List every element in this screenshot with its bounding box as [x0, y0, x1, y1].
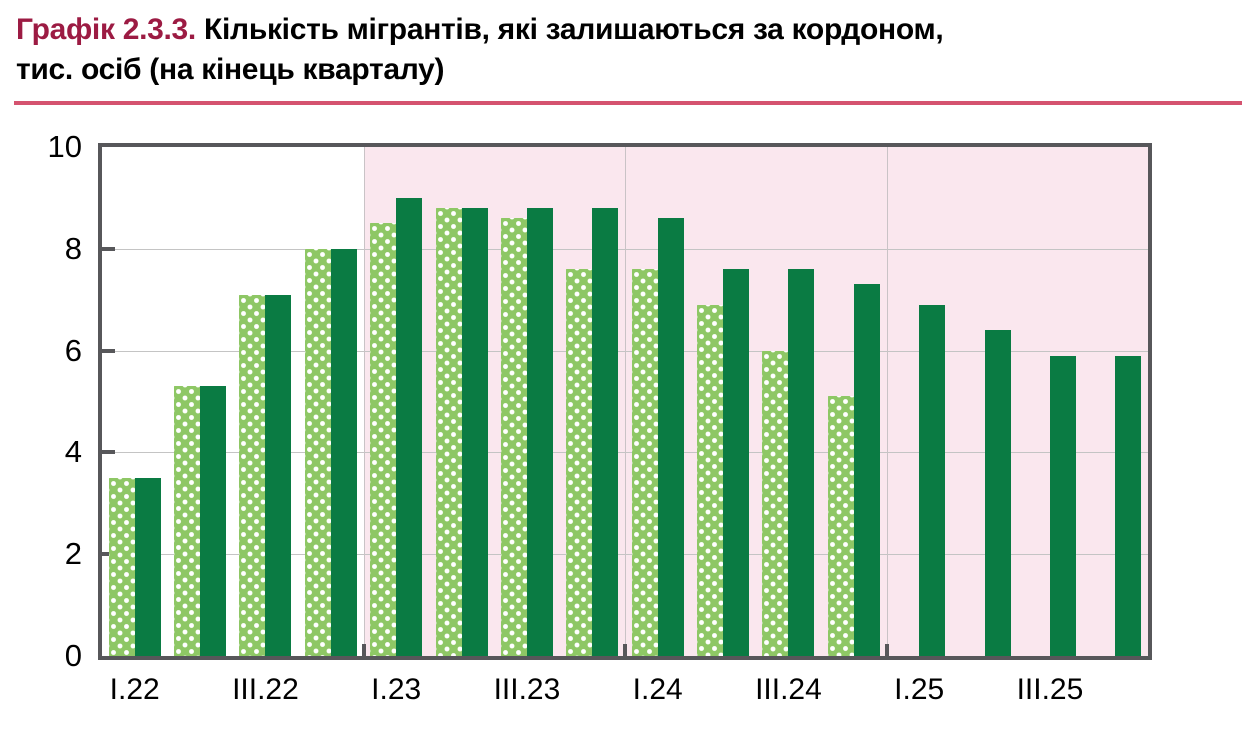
- x-tickmark-I.24: [623, 644, 627, 656]
- bar-solid-II.24: [723, 269, 750, 656]
- v-gridline-I.24: [625, 147, 626, 656]
- bar-solid-III.24: [788, 269, 815, 656]
- bar-dotted-II.23: [435, 208, 462, 656]
- y-tick-label-4: 4: [64, 434, 82, 470]
- y-tickmark-2: [102, 552, 115, 557]
- bar-solid-III.23: [526, 208, 553, 656]
- bar-dotted-III.22: [239, 294, 266, 656]
- y-tickmark-8: [102, 246, 115, 251]
- bar-solid-III.22: [265, 294, 292, 656]
- bar-dotted-I.24: [631, 269, 658, 656]
- x-tickmark-I.23: [361, 644, 366, 656]
- bar-dotted-III.23: [500, 218, 527, 656]
- bar-dotted-IV.24: [827, 396, 854, 656]
- y-tickmark-6: [102, 348, 115, 353]
- v-gridline-I.25: [886, 147, 888, 656]
- bar-dotted-II.22: [174, 386, 201, 656]
- bar-solid-I.23: [396, 197, 423, 656]
- y-tick-label-6: 6: [64, 332, 82, 368]
- bar-solid-II.22: [200, 386, 227, 656]
- bar-dotted-III.24: [762, 350, 789, 656]
- x-tick-label-I.24: I.24: [632, 673, 683, 706]
- highlight-region: [363, 147, 1148, 656]
- bar-dotted-I.23: [370, 223, 397, 656]
- x-tick-label-I.22: I.22: [109, 673, 160, 706]
- bar-solid-III.25: [1049, 355, 1076, 656]
- x-tick-label-I.23: I.23: [371, 673, 422, 706]
- y-tick-label-2: 2: [64, 536, 82, 572]
- chart-title: Графік 2.3.3. Кількість мігрантів, які з…: [16, 10, 1246, 89]
- y-tickmark-4: [102, 450, 115, 455]
- bar-dotted-IV.23: [566, 269, 593, 656]
- x-tick-label-III.24: III.24: [755, 673, 822, 706]
- bar-dotted-I.22: [108, 477, 135, 656]
- x-tick-label-I.25: I.25: [894, 673, 945, 706]
- x-tick-label-III.25: III.25: [1016, 673, 1084, 706]
- chart-title-text: Кількість мігрантів, які залишаються за …: [204, 13, 944, 46]
- y-tick-label-10: 10: [47, 129, 82, 164]
- plot-area: [98, 143, 1152, 660]
- bar-solid-II.23: [461, 208, 488, 656]
- v-gridline-I.23: [363, 147, 365, 656]
- title-underline-rule: [14, 101, 1242, 105]
- bar-solid-I.25: [919, 304, 946, 656]
- bar-solid-IV.25: [1115, 355, 1142, 656]
- bar-solid-IV.23: [592, 208, 619, 656]
- bar-solid-I.22: [134, 477, 161, 656]
- chart-number-label: Графік 2.3.3.: [16, 13, 196, 46]
- bar-dotted-II.24: [697, 304, 724, 656]
- bar-solid-II.25: [984, 330, 1011, 656]
- x-tickmark-I.25: [884, 644, 889, 656]
- chart-title-subtext: тис. осіб (на кінець кварталу): [16, 52, 445, 86]
- x-tick-label-III.23: III.23: [493, 673, 561, 706]
- bar-solid-IV.24: [853, 284, 880, 656]
- y-tick-label-0: 0: [64, 638, 82, 673]
- y-tick-label-8: 8: [64, 230, 82, 266]
- bar-solid-I.24: [657, 218, 684, 656]
- x-tick-label-III.22: III.22: [232, 673, 299, 706]
- bar-solid-IV.22: [330, 248, 357, 656]
- bar-dotted-IV.22: [304, 248, 331, 656]
